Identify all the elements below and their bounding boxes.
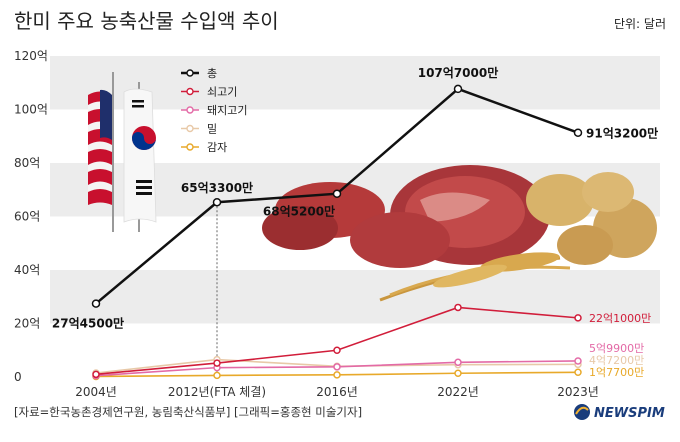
series-0 bbox=[91, 84, 583, 308]
legend-item: 쇠고기 bbox=[181, 86, 237, 99]
legend-item: 밀 bbox=[181, 123, 217, 136]
x-tick-label: 2012년(FTA 체결) bbox=[168, 385, 266, 399]
data-point bbox=[333, 371, 341, 379]
data-label-total: 27억4500만 bbox=[52, 316, 124, 331]
data-label-total: 91억3200만 bbox=[586, 126, 658, 141]
flags-illustration bbox=[88, 72, 157, 232]
data-point bbox=[91, 299, 101, 308]
y-axis: 0 20억 40억 60억 80억 100억 120억 bbox=[14, 49, 48, 384]
legend-swatch-marker bbox=[186, 87, 194, 96]
legend-label: 돼지고기 bbox=[207, 104, 247, 117]
data-point bbox=[574, 357, 582, 365]
legend-item: 돼지고기 bbox=[181, 104, 247, 117]
x-tick-label: 2004년 bbox=[75, 385, 117, 399]
legend-swatch-marker bbox=[186, 143, 194, 151]
legend-swatch-marker bbox=[186, 106, 194, 114]
legend-label: 총 bbox=[207, 67, 217, 80]
legend-swatch-marker bbox=[186, 69, 194, 77]
data-point bbox=[333, 346, 341, 354]
legend-label: 밀 bbox=[207, 123, 217, 136]
series-1 bbox=[92, 303, 582, 379]
data-label: 4억7200만 bbox=[589, 354, 644, 367]
chart-title: 한미 주요 농축산물 수입액 추이 bbox=[14, 9, 279, 33]
grid-band bbox=[50, 270, 660, 324]
data-label-total: 65억3300만 bbox=[181, 180, 253, 195]
data-point bbox=[212, 197, 222, 207]
data-label: 5억9900만 bbox=[589, 342, 644, 355]
data-point bbox=[333, 363, 341, 371]
x-tick-label: 2016년 bbox=[316, 385, 358, 399]
data-point bbox=[92, 370, 100, 379]
legend-swatch-marker bbox=[186, 124, 194, 133]
y-tick-label: 40억 bbox=[14, 263, 40, 277]
data-point bbox=[574, 314, 582, 322]
y-tick-label: 0 bbox=[14, 370, 22, 384]
data-point bbox=[453, 84, 463, 94]
data-point bbox=[213, 371, 221, 380]
data-label: 22억1000만 bbox=[589, 312, 651, 325]
y-tick-label: 20억 bbox=[14, 317, 40, 331]
unit-label: 단위: 달러 bbox=[614, 17, 666, 31]
data-label-total: 68억5200만 bbox=[263, 204, 335, 219]
wheat-illustration bbox=[379, 252, 571, 302]
series-layer: 27억4500만 65억3300만 68억5200만 107억7000만 91억3200… bbox=[52, 65, 658, 381]
y-tick-label: 60억 bbox=[14, 210, 40, 224]
data-point bbox=[574, 368, 582, 377]
legend-label: 쇠고기 bbox=[207, 86, 237, 99]
data-label: 1억7700만 bbox=[589, 366, 644, 379]
potato-illustration bbox=[526, 172, 657, 265]
data-point bbox=[454, 369, 462, 378]
data-label-total: 107억7000만 bbox=[418, 65, 499, 80]
x-tick-label: 2023년 bbox=[557, 385, 599, 399]
y-tick-label: 80억 bbox=[14, 156, 40, 170]
y-tick-label: 120억 bbox=[14, 49, 48, 63]
legend-item: 감자 bbox=[181, 141, 227, 154]
y-tick-label: 100억 bbox=[14, 103, 48, 117]
brand-name: NEWSPIM bbox=[594, 406, 665, 421]
x-axis: 2004년 2012년(FTA 체결) 2016년 2022년 2023년 bbox=[75, 385, 599, 399]
x-tick-label: 2022년 bbox=[437, 385, 479, 399]
meat-illustration bbox=[262, 165, 550, 268]
data-point bbox=[332, 189, 342, 198]
legend-label: 감자 bbox=[207, 141, 227, 154]
data-point bbox=[573, 128, 583, 137]
source-text: [자료=한국농촌경제연구원, 농림축산식품부] [그래픽=홍종현 미술기자] bbox=[14, 405, 362, 419]
data-point bbox=[454, 358, 462, 367]
legend-item: 총 bbox=[181, 67, 217, 80]
data-point bbox=[213, 359, 221, 367]
brand-logo: NEWSPIM bbox=[574, 404, 665, 421]
data-point bbox=[454, 303, 462, 312]
